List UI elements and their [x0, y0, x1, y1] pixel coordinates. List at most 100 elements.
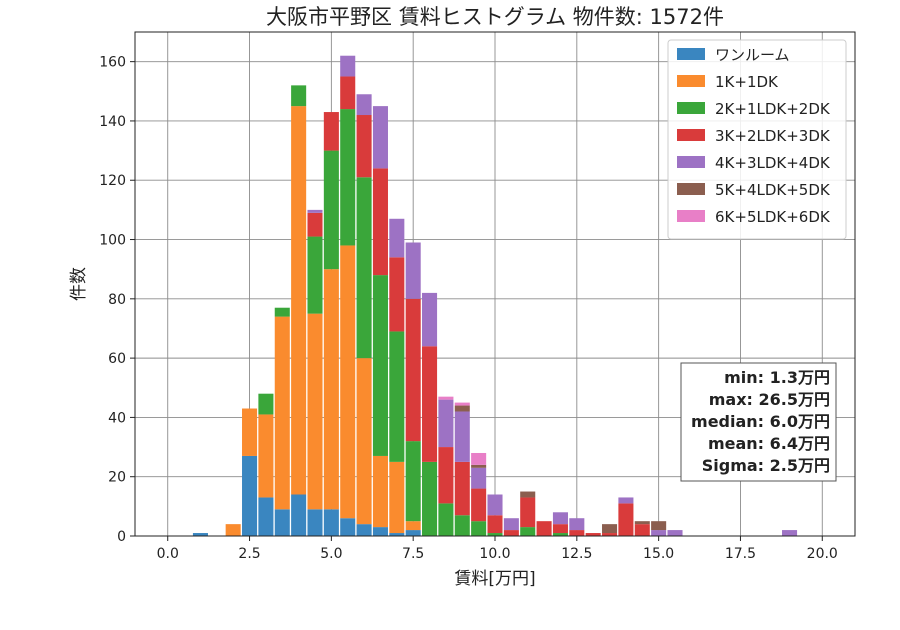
histogram-bar	[634, 521, 650, 525]
histogram-bar	[340, 518, 356, 536]
histogram-bar	[356, 115, 372, 178]
histogram-bar	[372, 168, 388, 276]
histogram-bar	[454, 411, 470, 462]
histogram-bar	[569, 518, 585, 531]
stat-line: median: 6.0万円	[691, 412, 830, 431]
histogram-bar	[323, 269, 339, 510]
histogram-bar	[438, 447, 454, 504]
histogram-bar	[192, 533, 208, 536]
histogram-bar	[487, 494, 503, 516]
x-tick-label: 5.0	[320, 546, 342, 562]
histogram-bar	[569, 530, 585, 536]
histogram-bar	[307, 212, 323, 237]
histogram-bar	[389, 331, 405, 462]
histogram-bar	[340, 245, 356, 519]
histogram-bar	[356, 177, 372, 359]
legend-swatch	[677, 156, 705, 168]
y-axis-label: 件数	[69, 267, 89, 301]
legend-swatch	[677, 102, 705, 114]
x-tick-label: 2.5	[238, 546, 260, 562]
histogram-bar	[487, 515, 503, 534]
y-tick-label: 40	[108, 410, 126, 426]
histogram-bar	[405, 441, 421, 522]
histogram-bar	[552, 512, 568, 525]
histogram-bar	[291, 85, 307, 107]
histogram-bar	[503, 530, 519, 536]
legend-label: 5K+4LDK+5DK	[715, 181, 831, 199]
histogram-bar	[340, 109, 356, 246]
histogram-bar	[389, 461, 405, 534]
histogram-bar	[258, 497, 274, 536]
histogram-bar	[552, 533, 568, 536]
histogram-bar	[651, 530, 667, 536]
histogram-bar	[291, 106, 307, 495]
histogram-bar	[782, 530, 798, 536]
x-tick-label: 12.5	[561, 546, 592, 562]
histogram-bar	[323, 150, 339, 270]
y-tick-label: 60	[108, 351, 126, 367]
y-tick-label: 20	[108, 470, 126, 486]
histogram-bar	[503, 518, 519, 531]
legend-swatch	[677, 129, 705, 141]
histogram-bar	[438, 399, 454, 448]
stats-frame	[680, 362, 837, 482]
histogram-bar	[372, 106, 388, 169]
histogram-bar	[618, 503, 634, 536]
histogram-bar	[274, 307, 290, 317]
histogram-bar	[307, 313, 323, 510]
histogram-bar	[307, 209, 323, 213]
legend-swatch	[677, 210, 705, 222]
histogram-bar	[225, 524, 241, 536]
stat-line: min: 1.3万円	[724, 368, 830, 387]
histogram-bar	[389, 218, 405, 258]
legend: ワンルーム 1K+1DK 2K+1LDK+2DK 3K+2LDK+3DK 4K+3LDK…	[667, 39, 847, 240]
x-axis-ticks: 0.0 2.5 5.0 7.5 10.0 12.5 15.0 17.5 20.0	[157, 536, 838, 562]
histogram-bar	[585, 533, 601, 536]
legend-label: ワンルーム	[715, 46, 790, 64]
histogram-bar	[258, 414, 274, 498]
legend-label: 4K+3LDK+4DK	[715, 154, 831, 172]
histogram-bar	[356, 358, 372, 525]
histogram-bar	[520, 527, 536, 536]
histogram-bar	[454, 405, 470, 412]
histogram-bar	[258, 393, 274, 415]
histogram-bar	[307, 236, 323, 314]
histogram-bar	[454, 515, 470, 536]
histogram-bar	[552, 524, 568, 534]
legend-box	[667, 39, 847, 240]
histogram-bar	[372, 275, 388, 456]
histogram-bar	[471, 464, 487, 468]
histogram-bar	[438, 396, 454, 400]
legend-label: 2K+1LDK+2DK	[715, 100, 831, 118]
histogram-bar	[323, 112, 339, 151]
x-tick-label: 17.5	[725, 546, 756, 562]
histogram-bar	[405, 530, 421, 536]
histogram-bar	[356, 524, 372, 536]
histogram-bar	[667, 530, 683, 536]
histogram-bar	[520, 491, 536, 498]
histogram-bar	[471, 488, 487, 522]
x-tick-label: 20.0	[807, 546, 838, 562]
stat-line: mean: 6.4万円	[708, 434, 830, 453]
stat-line: Sigma: 2.5万円	[702, 456, 830, 475]
legend-swatch	[677, 48, 705, 60]
histogram-bar	[372, 527, 388, 536]
histogram-bar	[389, 533, 405, 536]
y-tick-label: 80	[108, 292, 126, 308]
histogram-bar	[307, 509, 323, 536]
histogram-bar	[405, 521, 421, 531]
histogram-bar	[405, 298, 421, 442]
histogram-bar	[340, 76, 356, 110]
histogram-bar	[454, 402, 470, 406]
y-tick-label: 0	[117, 529, 126, 545]
x-axis-label: 賃料[万円]	[454, 569, 535, 589]
histogram-bar	[618, 497, 634, 504]
histogram-bar	[242, 408, 258, 456]
histogram-bar	[602, 524, 618, 534]
legend-label: 1K+1DK	[715, 73, 779, 91]
histogram-bar	[340, 55, 356, 77]
histogram-bar	[274, 509, 290, 536]
histogram-bar	[487, 533, 503, 536]
y-axis-ticks: 0 20 40 60 80 100 120 140 160	[99, 55, 135, 545]
